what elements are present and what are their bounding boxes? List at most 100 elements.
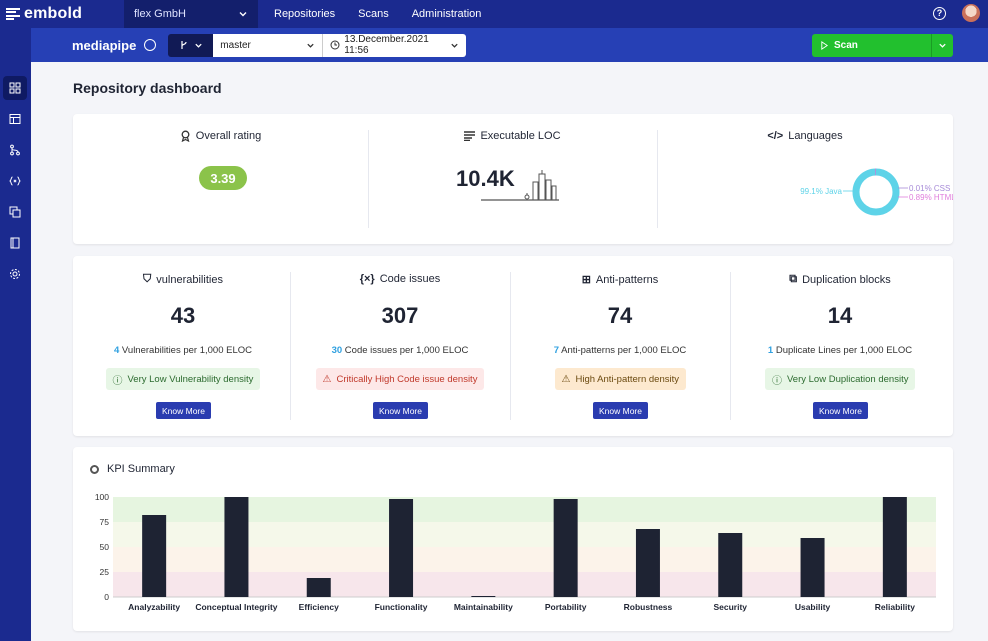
duplication-blocks-label: Duplication blocks — [802, 273, 891, 286]
branch-select[interactable]: master — [213, 33, 324, 57]
vulnerabilities-rate-text: Vulnerabilities per 1,000 ELOC — [119, 345, 253, 356]
y-tick-label: 25 — [100, 567, 110, 577]
executable-loc-label: Executable LOC — [480, 130, 561, 142]
sidebar-item-reports[interactable] — [3, 231, 27, 255]
metrics-card: ⛉ vulnerabilities 43 4 Vulnerabilities per … — [73, 256, 953, 436]
x-tick-label: Robustness — [624, 602, 673, 612]
logo[interactable]: embold — [6, 5, 124, 23]
code-issues-title: {×} Code issues — [290, 273, 510, 285]
scan-date: 13.December.2021 11:56 — [344, 34, 429, 56]
x-tick-label: Conceptual Integrity — [195, 602, 277, 612]
sidebar-item-duplicates[interactable] — [3, 200, 27, 224]
sidebar-item-dashboard[interactable] — [3, 76, 27, 100]
repository-bar: mediapipe master 13.December.2021 11:56 … — [31, 28, 988, 62]
kpi-summary-card: KPI Summary 0 25 50 75 100 Analyzability Conce… — [73, 447, 953, 631]
play-icon — [821, 41, 829, 50]
kpi-bar[interactable] — [635, 529, 660, 597]
scan-label: Scan — [834, 40, 858, 51]
code-icon — [9, 176, 21, 186]
x-tick-label: Analyzability — [128, 602, 180, 612]
kpi-bar[interactable] — [224, 497, 249, 597]
duplication-blocks-density-text: Very Low Duplication density — [787, 373, 909, 385]
executable-loc-section: Executable LOC — [368, 114, 657, 244]
kpi-bar[interactable] — [471, 596, 496, 597]
duplication-blocks-rate: 1 Duplicate Lines per 1,000 ELOC — [730, 345, 950, 356]
anti-patterns-know-more-button[interactable]: Know More — [593, 402, 648, 419]
code-issues-know-more-button[interactable]: Know More — [373, 402, 428, 419]
dashboard-icon — [9, 82, 21, 94]
kpi-band — [113, 522, 936, 547]
code-issues-count: 307 — [381, 303, 419, 328]
nav-administration[interactable]: Administration — [411, 8, 482, 20]
overall-rating-section: Overall rating 3.39 — [73, 114, 368, 244]
kpi-bar[interactable] — [389, 499, 414, 597]
language-slice-0 — [852, 168, 900, 216]
code-issues-density-badge: ⚠ Critically High Code issue density — [315, 368, 485, 390]
book-icon — [10, 237, 20, 249]
nav-repositories[interactable]: Repositories — [274, 8, 336, 20]
anti-patterns-density-badge: ⚠ High Anti-pattern density — [554, 368, 686, 390]
code-issues-rate-value: 30 — [331, 345, 343, 356]
city-illustration-icon — [481, 170, 559, 201]
duplication-blocks-know-more-button[interactable]: Know More — [813, 402, 868, 419]
anti-patterns-count: 74 — [607, 303, 633, 328]
anti-patterns-rate: 7 Anti-patterns per 1,000 ELOC — [510, 345, 730, 356]
loc-value: 10.4K — [456, 166, 515, 191]
code-brackets-icon: </> — [767, 130, 784, 142]
x-tick-label: Maintainability — [454, 602, 513, 612]
sidebar-item-code[interactable] — [3, 169, 27, 193]
languages-title: </> Languages — [657, 130, 953, 142]
kpi-bar[interactable] — [800, 538, 825, 597]
vulnerabilities-know-more-button[interactable]: Know More — [156, 402, 211, 419]
y-tick-label: 0 — [104, 592, 109, 602]
clock-icon — [330, 40, 340, 50]
avatar[interactable] — [962, 4, 980, 22]
sidebar-item-settings[interactable] — [3, 262, 27, 286]
y-tick-label: 100 — [95, 492, 109, 502]
table-icon — [9, 114, 21, 124]
target-icon — [90, 464, 99, 474]
duplication-blocks-section: ⧉ Duplication blocks 14 1 Duplicate Lines p… — [730, 256, 950, 436]
overall-rating-title: Overall rating — [73, 130, 368, 142]
branch-type-button[interactable] — [168, 33, 214, 57]
kpi-bar[interactable] — [142, 515, 167, 597]
organization-select[interactable]: flex GmbH — [124, 0, 258, 28]
repository-name[interactable]: mediapipe — [72, 37, 137, 53]
duplication-blocks-title: ⧉ Duplication blocks — [730, 273, 950, 286]
anti-patterns-title: ⊞ Anti-patterns — [510, 273, 730, 287]
anti-patterns-density-text: High Anti-pattern density — [575, 373, 679, 385]
scan-date-select[interactable]: 13.December.2021 11:56 — [323, 33, 467, 57]
help-icon[interactable]: ? — [933, 6, 946, 20]
kpi-bar[interactable] — [553, 499, 578, 597]
vulnerabilities-title: ⛉ vulnerabilities — [73, 273, 293, 286]
divider — [657, 130, 658, 228]
kpi-bar[interactable] — [306, 578, 331, 597]
chevron-down-icon — [239, 12, 247, 17]
chevron-down-icon — [939, 43, 946, 48]
sidebar-item-branches[interactable] — [3, 138, 27, 162]
kpi-bar[interactable] — [882, 497, 907, 597]
sidebar-item-table[interactable] — [3, 107, 27, 131]
languages-section: </> Languages — [657, 114, 953, 244]
scan-button-group: Scan — [812, 34, 953, 57]
chevron-down-icon — [451, 43, 458, 48]
scan-options-button[interactable] — [931, 34, 953, 57]
nav-scans[interactable]: Scans — [358, 8, 389, 20]
x-tick-label: Usability — [795, 602, 831, 612]
anti-patterns-section: ⊞ Anti-patterns 74 7 Anti-patterns per 1,00… — [510, 256, 730, 436]
anti-patterns-rate-value: 7 — [553, 345, 559, 356]
grid-icon: ⊞ — [581, 274, 591, 286]
kpi-bar[interactable] — [718, 533, 743, 597]
settings-icon — [10, 269, 20, 279]
divider — [368, 130, 369, 228]
code-issues-rate-text: Code issues per 1,000 ELOC — [342, 345, 469, 356]
kpi-band — [113, 497, 936, 522]
languages-label: Languages — [788, 130, 843, 142]
code-issues-rate: 30 Code issues per 1,000 ELOC — [290, 345, 510, 356]
duplication-blocks-rate-value: 1 — [767, 345, 774, 356]
scan-button[interactable]: Scan — [812, 40, 931, 51]
code-issues-section: {×} Code issues 307 30 Code issues per 1,00… — [290, 256, 510, 436]
info-icon: ⓘ — [112, 375, 123, 387]
kpi-band — [113, 572, 936, 597]
